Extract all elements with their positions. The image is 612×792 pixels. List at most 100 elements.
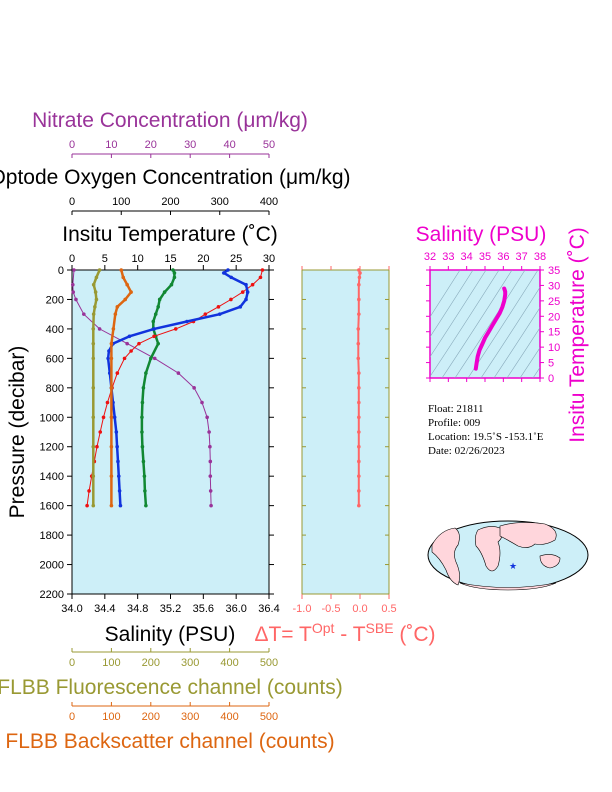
oxygen-point — [141, 386, 146, 390]
temperature-point — [258, 275, 263, 280]
delta-t-point — [357, 503, 361, 508]
fluorescence-axis-title: FLBB Fluorescence channel (counts) — [0, 676, 343, 699]
delta-t-point — [357, 268, 361, 272]
nitrate-point — [205, 415, 209, 420]
delta-t-point — [357, 275, 362, 280]
temperature-point — [87, 489, 91, 493]
ts-density-contour — [506, 327, 540, 378]
map-americas — [431, 527, 460, 586]
delta-t-point — [357, 371, 361, 375]
temperature-point — [105, 400, 110, 405]
salinity-point — [115, 444, 119, 449]
backscatter-point — [129, 290, 133, 294]
temperature-point — [137, 341, 141, 346]
salinity-point — [185, 319, 189, 324]
fluorescence-point — [91, 415, 96, 420]
backscatter-point — [125, 282, 129, 287]
oxygen-point — [172, 271, 177, 275]
pressure-tick-label: 1400 — [40, 471, 64, 483]
world-map: ★ — [427, 520, 589, 591]
temperature-tick-label: 25 — [230, 253, 242, 265]
salinity-point — [116, 474, 121, 478]
delta-t-point — [357, 474, 361, 478]
map-australia — [539, 554, 561, 569]
salinity-point — [116, 459, 120, 464]
delta-t-axis-title: ΔT= TOpt - TSBE (˚C) — [254, 620, 435, 646]
nitrate-tick-label: 0 — [69, 139, 75, 151]
salinity-point — [229, 275, 234, 280]
salinity-tick-label: 34.8 — [127, 603, 148, 615]
salinity-point — [238, 305, 243, 309]
temperature-point — [129, 349, 133, 353]
oxygen-point — [140, 430, 144, 434]
delta-t-tick-label: -1.0 — [293, 603, 312, 615]
backscatter-point — [121, 275, 126, 280]
ts-curve — [473, 286, 508, 371]
delta-t-point — [357, 282, 361, 287]
delta-t-point — [357, 444, 361, 449]
temperature-point — [229, 297, 233, 302]
info-date: Date: 02/26/2023 — [428, 445, 505, 457]
fluorescence-point — [91, 341, 96, 346]
salinity-point — [107, 349, 111, 353]
delta-t-point — [356, 356, 361, 361]
nitrate-point — [152, 356, 157, 361]
delta-t-title-mid: - T — [334, 623, 365, 646]
temperature-point — [122, 356, 127, 361]
fluorescence-axis-tick-label: 300 — [181, 657, 199, 669]
delta-t-tick-label: -0.5 — [322, 603, 341, 615]
backscatter-point — [109, 341, 114, 346]
delta-t-title-sup1: Opt — [312, 620, 335, 636]
temperature-point — [85, 503, 89, 508]
temperature-point — [95, 444, 99, 449]
nitrate-point — [125, 341, 129, 346]
map-asia — [499, 522, 557, 548]
temperature-tick-label: 5 — [102, 253, 108, 265]
delta-t-point — [357, 459, 361, 464]
nitrate-point — [70, 282, 75, 287]
nitrate-point — [208, 474, 213, 478]
ts-temperature-tick-label: 0 — [548, 373, 554, 385]
oxygen-point — [156, 305, 160, 309]
oxygen-tick-label: 400 — [260, 196, 278, 208]
ts-salinity-tick-label: 34 — [461, 251, 473, 263]
ts-temperature-tick-label: 5 — [548, 358, 554, 370]
pressure-tick-label: 2200 — [40, 589, 64, 601]
salinity-tick-label: 34.4 — [94, 603, 115, 615]
backscatter-point — [113, 312, 118, 316]
ts-temperature-axis-title: Insitu Temperature (˚C) — [566, 227, 589, 443]
nitrate-point — [71, 290, 75, 294]
temperature-point — [203, 312, 208, 316]
delta-t-point — [357, 297, 361, 302]
oxygen-point — [153, 312, 158, 316]
salinity-tick-label: 35.6 — [193, 603, 214, 615]
oxygen-point — [140, 415, 144, 420]
oxygen-point — [140, 400, 145, 405]
backscatter-point — [109, 415, 114, 420]
salinity-point — [244, 297, 248, 302]
oxygen-point — [149, 356, 153, 361]
salinity-point — [127, 334, 132, 339]
salinity-point — [117, 489, 122, 493]
fluorescence-point — [91, 474, 96, 478]
ts-axes: 32 33 34 35 36 37 38 0 5 10 15 20 25 30 35 — [424, 251, 560, 385]
series-layer — [70, 268, 265, 508]
nitrate-point — [82, 312, 86, 316]
fluorescence-point — [91, 356, 96, 361]
ts-salinity-tick-label: 33 — [442, 251, 454, 263]
temperature-tick-label: 20 — [197, 253, 209, 265]
backscatter-axis-tick-label: 400 — [220, 711, 238, 723]
salinity-point — [245, 290, 250, 294]
pressure-tick-label: 1800 — [40, 530, 64, 542]
ts-density-contour — [454, 270, 526, 378]
temperature-tick-label: 15 — [164, 253, 176, 265]
ts-density-contour — [430, 270, 474, 338]
ts-temperature-tick-label: 10 — [548, 342, 560, 354]
backscatter-axis-title: FLBB Backscatter channel (counts) — [5, 730, 334, 753]
oxygen-point — [162, 290, 167, 294]
salinity-point — [244, 282, 248, 287]
pressure-tick-label: 1200 — [40, 442, 64, 454]
delta-t-point — [357, 415, 361, 420]
pressure-tick-label: 1000 — [40, 412, 64, 424]
fluorescence-axis-tick-label: 400 — [220, 657, 238, 669]
